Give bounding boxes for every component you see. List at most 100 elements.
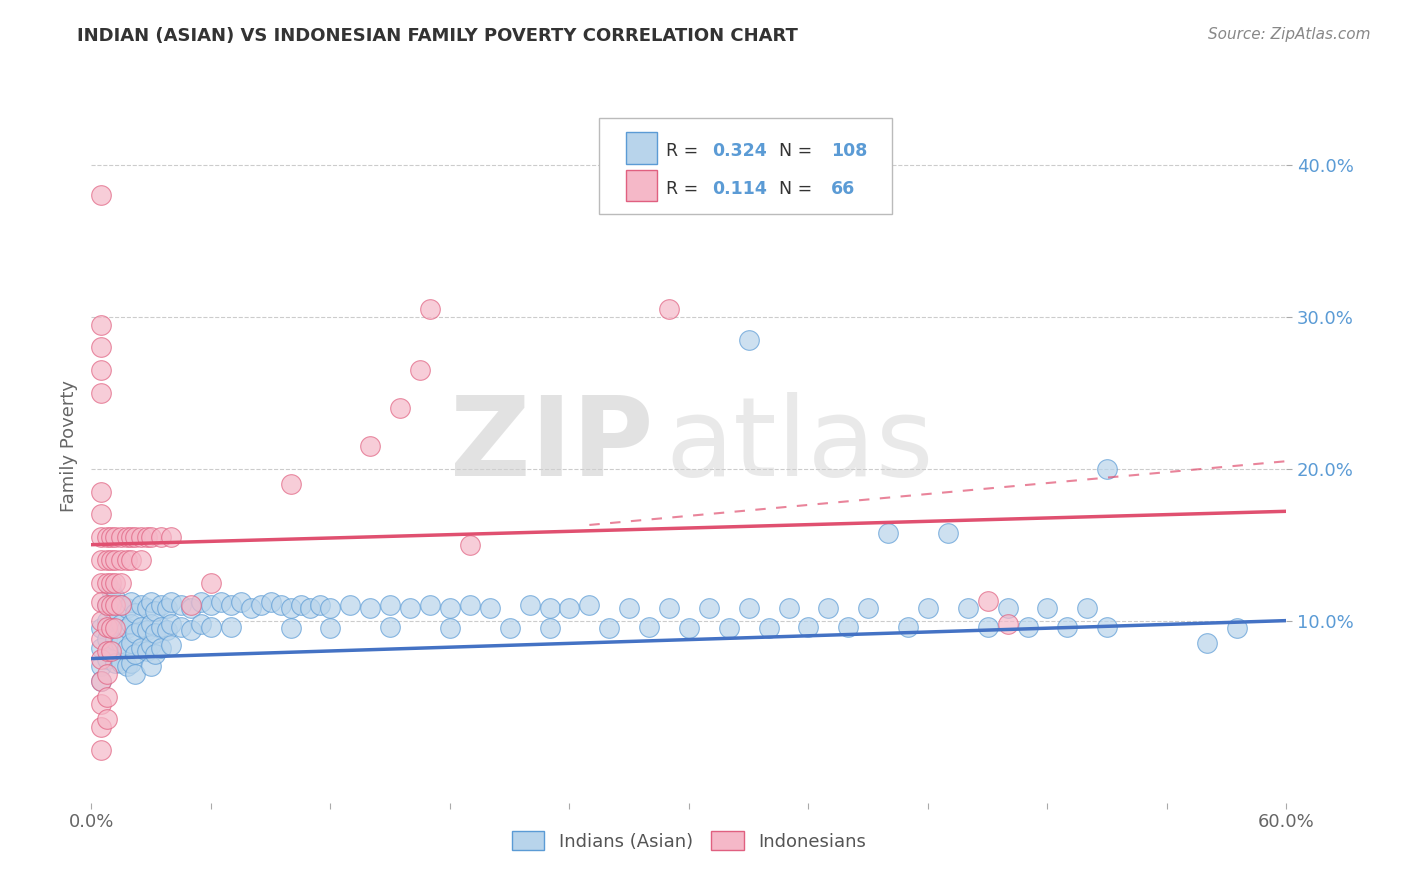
Point: [378, 620, 402, 634]
FancyBboxPatch shape: [599, 118, 891, 214]
Point: [1017, 620, 1039, 634]
Point: [678, 621, 700, 635]
Point: [96, 632, 118, 646]
Point: [141, 616, 162, 631]
Point: [96, 620, 118, 634]
Y-axis label: Family Poverty: Family Poverty: [59, 380, 77, 512]
Point: [578, 599, 600, 613]
Point: [90, 674, 112, 689]
Point: [598, 621, 620, 635]
Point: [419, 302, 441, 317]
Point: [100, 530, 122, 544]
Point: [136, 623, 159, 637]
Point: [638, 620, 661, 634]
Point: [143, 625, 166, 640]
Point: [115, 601, 138, 615]
Point: [997, 601, 1019, 615]
Point: [190, 616, 212, 631]
Point: [120, 656, 142, 670]
Point: [96, 614, 118, 628]
Point: [90, 385, 112, 400]
Point: [150, 620, 173, 634]
Point: [180, 599, 202, 613]
Point: [120, 595, 142, 609]
Point: [378, 599, 402, 613]
Point: [136, 530, 159, 544]
Point: [200, 575, 222, 590]
Point: [1195, 636, 1218, 650]
Point: [124, 666, 146, 681]
Point: [96, 599, 118, 613]
Point: [160, 530, 183, 544]
Point: [115, 621, 138, 635]
Point: [280, 601, 302, 615]
Point: [100, 575, 122, 590]
Text: 0.114: 0.114: [711, 180, 766, 198]
Point: [90, 621, 112, 635]
Text: N =: N =: [768, 142, 817, 161]
Point: [90, 640, 112, 655]
Point: [697, 601, 720, 615]
Point: [190, 595, 212, 609]
Point: [538, 621, 561, 635]
Point: [249, 599, 271, 613]
Point: [100, 621, 122, 635]
Point: [129, 553, 152, 567]
Point: [141, 530, 162, 544]
Point: [141, 659, 162, 673]
Text: INDIAN (ASIAN) VS INDONESIAN FAMILY POVERTY CORRELATION CHART: INDIAN (ASIAN) VS INDONESIAN FAMILY POVE…: [77, 27, 799, 45]
Point: [129, 530, 152, 544]
Point: [280, 477, 302, 491]
Point: [658, 302, 681, 317]
Point: [389, 401, 412, 415]
Point: [90, 659, 112, 673]
Point: [160, 638, 183, 652]
Point: [290, 599, 312, 613]
Point: [439, 621, 461, 635]
Point: [1097, 620, 1119, 634]
Point: [458, 538, 481, 552]
Point: [229, 595, 252, 609]
Point: [110, 616, 132, 631]
Point: [115, 640, 138, 655]
Point: [90, 595, 112, 609]
Point: [419, 599, 441, 613]
Point: [519, 599, 541, 613]
Point: [104, 591, 127, 605]
Point: [100, 601, 122, 615]
Point: [1056, 620, 1078, 634]
Point: [837, 620, 859, 634]
Point: [90, 651, 112, 665]
Point: [90, 530, 112, 544]
Point: [150, 640, 173, 655]
Point: [737, 601, 759, 615]
Point: [104, 614, 127, 628]
Text: R =: R =: [666, 180, 704, 198]
Point: [976, 594, 998, 608]
Point: [797, 620, 820, 634]
Point: [90, 720, 112, 734]
Point: [120, 553, 142, 567]
Point: [737, 333, 759, 347]
Point: [96, 651, 118, 665]
Point: [917, 601, 939, 615]
Point: [100, 599, 122, 613]
Point: [619, 601, 641, 615]
Point: [170, 620, 193, 634]
Point: [409, 363, 432, 377]
Point: [141, 595, 162, 609]
Point: [219, 620, 242, 634]
Point: [143, 605, 166, 619]
Point: [90, 508, 112, 522]
Point: [778, 601, 800, 615]
Point: [280, 621, 302, 635]
Point: [136, 644, 159, 658]
Point: [239, 601, 262, 615]
Point: [124, 625, 146, 640]
Point: [90, 318, 112, 332]
Point: [96, 599, 118, 613]
Point: [856, 601, 880, 615]
Point: [143, 647, 166, 661]
Point: [90, 632, 112, 646]
Text: 0.324: 0.324: [711, 142, 766, 161]
